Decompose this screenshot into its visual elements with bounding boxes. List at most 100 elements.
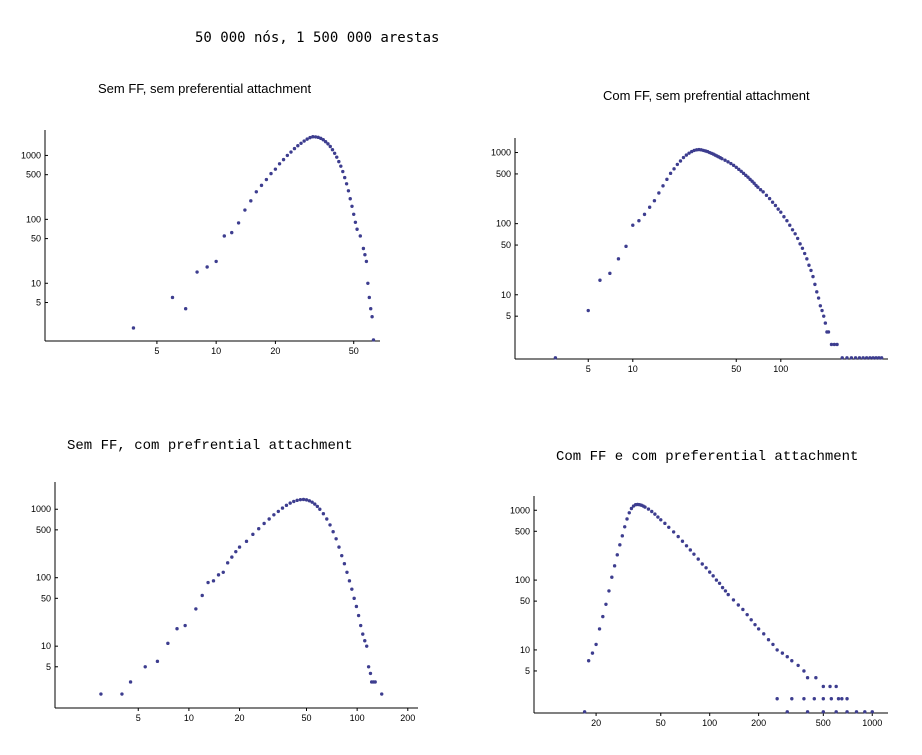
data-point	[761, 190, 765, 194]
data-point	[363, 639, 367, 643]
data-point	[295, 498, 299, 503]
data-point	[353, 220, 358, 224]
data-point	[625, 517, 629, 521]
data-point	[828, 684, 832, 689]
data-point	[301, 497, 306, 502]
data-point	[788, 223, 792, 227]
data-point	[624, 244, 628, 249]
x-tick-label: 50	[301, 713, 311, 723]
data-point	[352, 596, 356, 601]
data-point	[773, 203, 778, 208]
data-point	[723, 589, 728, 593]
data-point	[339, 164, 343, 168]
data-point	[323, 140, 328, 144]
data-point	[302, 139, 306, 143]
data-point	[745, 612, 749, 617]
data-point	[346, 189, 351, 193]
data-point	[631, 223, 635, 227]
data-point	[749, 618, 753, 622]
data-point	[304, 498, 309, 502]
data-point	[615, 553, 619, 557]
data-point	[281, 157, 286, 162]
data-point	[341, 169, 345, 174]
data-point	[832, 342, 837, 347]
data-point	[692, 552, 696, 556]
data-point	[345, 570, 349, 574]
x-tick-label: 50	[731, 364, 741, 374]
data-point	[335, 155, 339, 159]
data-point	[296, 144, 300, 148]
data-point	[646, 507, 651, 511]
data-point	[366, 665, 371, 669]
data-point	[598, 278, 602, 282]
data-point	[597, 627, 602, 631]
data-point	[608, 271, 612, 276]
data-point	[328, 144, 332, 149]
data-point	[879, 356, 884, 360]
data-point	[194, 607, 198, 611]
data-point	[734, 165, 738, 169]
data-point	[845, 710, 849, 714]
x-tick-label: 10	[628, 364, 638, 374]
data-point	[802, 697, 806, 701]
data-point	[746, 175, 750, 179]
data-point	[586, 659, 591, 663]
data-point	[729, 161, 733, 166]
y-tick-label: 1000	[491, 148, 511, 158]
data-point	[328, 523, 332, 527]
x-tick-label: 20	[270, 346, 280, 356]
data-point	[870, 710, 874, 714]
data-point	[780, 651, 785, 655]
data-point	[675, 162, 680, 167]
data-point	[354, 604, 359, 609]
data-point	[332, 151, 337, 155]
data-point	[367, 295, 372, 300]
y-tick-label: 50	[520, 596, 530, 606]
data-point	[782, 215, 786, 219]
data-point	[689, 149, 694, 154]
data-point	[821, 710, 826, 714]
data-point	[277, 162, 282, 166]
y-tick-label: 10	[31, 278, 41, 288]
data-point	[214, 259, 218, 264]
data-point	[790, 697, 794, 701]
data-point	[785, 710, 789, 714]
data-point	[642, 212, 647, 217]
data-point	[326, 142, 330, 146]
y-tick-label: 10	[520, 645, 530, 655]
data-point	[779, 210, 783, 214]
data-point	[166, 641, 170, 646]
data-point	[668, 171, 673, 176]
data-point	[251, 532, 255, 537]
data-point	[321, 512, 326, 516]
data-point	[305, 137, 309, 141]
data-point	[714, 578, 719, 582]
x-tick-label: 100	[350, 713, 365, 723]
data-point	[288, 501, 292, 505]
data-point	[269, 171, 273, 176]
data-point	[183, 307, 188, 311]
data-point	[798, 242, 802, 246]
data-point	[307, 499, 312, 503]
data-point	[829, 697, 834, 701]
data-point	[811, 274, 815, 279]
data-point	[766, 638, 771, 642]
data-point	[802, 251, 807, 256]
data-point	[741, 171, 746, 176]
data-point	[244, 539, 249, 544]
data-point	[262, 521, 266, 526]
y-tick-label: 1000	[510, 505, 530, 515]
y-tick-label: 500	[515, 526, 530, 536]
y-tick-label: 10	[41, 641, 51, 651]
data-point	[877, 356, 881, 360]
data-point	[672, 167, 676, 171]
data-point	[170, 295, 175, 300]
data-point	[868, 356, 872, 360]
data-point	[99, 692, 103, 696]
data-point	[343, 175, 347, 180]
data-point	[284, 503, 289, 508]
data-point	[211, 579, 216, 583]
plot-title-com-ff-sem-pa: Com FF, sem prefrential attachment	[603, 88, 810, 103]
